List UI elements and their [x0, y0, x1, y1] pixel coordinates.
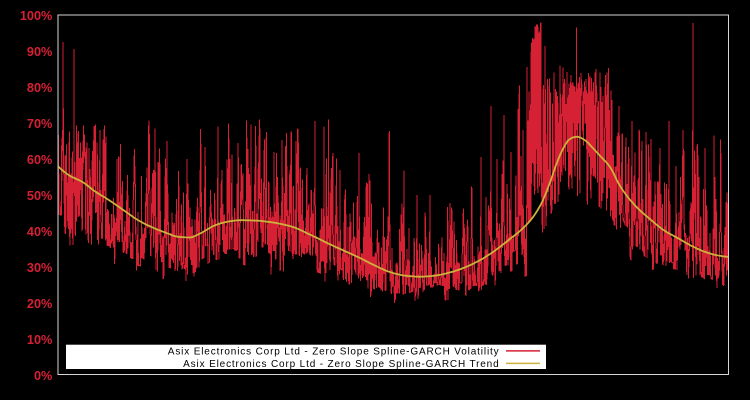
- svg-text:70%: 70%: [27, 117, 52, 131]
- svg-text:Asix Electronics Corp Ltd - Ze: Asix Electronics Corp Ltd - Zero Slope S…: [168, 346, 500, 357]
- svg-text:90%: 90%: [27, 45, 52, 59]
- svg-text:10%: 10%: [27, 333, 52, 347]
- svg-text:0%: 0%: [34, 369, 52, 383]
- svg-text:50%: 50%: [27, 189, 52, 203]
- svg-text:60%: 60%: [27, 153, 52, 167]
- svg-text:30%: 30%: [27, 261, 52, 275]
- svg-text:40%: 40%: [27, 225, 52, 239]
- svg-text:Asix Electronics Corp Ltd - Ze: Asix Electronics Corp Ltd - Zero Slope S…: [183, 359, 499, 370]
- svg-text:80%: 80%: [27, 81, 52, 95]
- svg-text:100%: 100%: [20, 9, 52, 23]
- svg-text:20%: 20%: [27, 297, 52, 311]
